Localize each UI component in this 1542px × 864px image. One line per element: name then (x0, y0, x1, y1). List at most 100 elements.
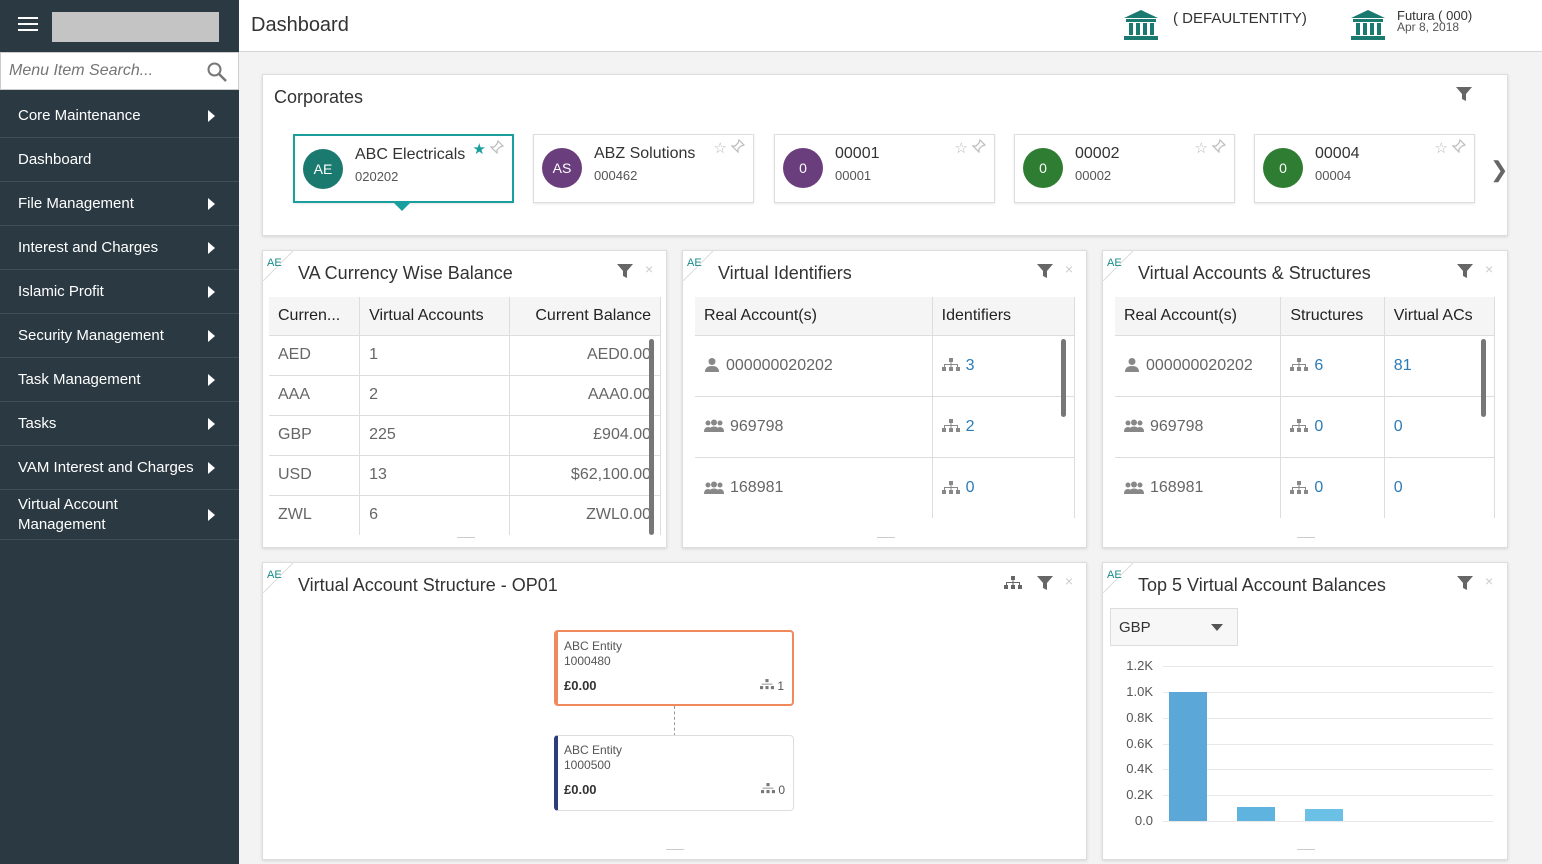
person-icon (705, 358, 719, 373)
next-arrow-icon[interactable]: ❯ (1490, 157, 1509, 182)
table-row[interactable]: 000000020202 3 (695, 334, 1076, 396)
close-icon[interactable]: × (1485, 573, 1494, 589)
caret-right-icon (208, 197, 215, 210)
structures-count-link[interactable]: 6 (1314, 356, 1324, 374)
identifiers-count-link[interactable]: 0 (965, 478, 975, 496)
structure-node[interactable]: ABC Entity 1000480 £0.00 1 (554, 630, 794, 706)
close-icon[interactable]: × (1485, 261, 1494, 277)
currency-select[interactable]: GBP (1110, 608, 1238, 646)
scrollbar[interactable] (1481, 339, 1486, 417)
entity-label[interactable]: ( DEFAULTENTITY) (1173, 10, 1307, 27)
star-icon[interactable]: ★ (472, 141, 486, 158)
sidebar-item-islamic-profit[interactable]: Islamic Profit (0, 270, 239, 314)
pin-icon[interactable] (730, 138, 746, 157)
resize-grip[interactable] (666, 849, 684, 850)
caret-right-icon (208, 329, 215, 342)
chart-bar[interactable] (1169, 691, 1207, 821)
chart-bar[interactable] (1305, 809, 1343, 821)
table-row[interactable]: 168981 0 0 (1115, 456, 1496, 518)
identifiers-count-link[interactable]: 3 (965, 356, 975, 374)
pin-icon[interactable] (971, 138, 987, 157)
scrollbar[interactable] (1061, 339, 1066, 417)
table-row[interactable]: GBP 225 £904.00 (269, 414, 662, 455)
column-header[interactable]: Virtual Accounts (359, 297, 510, 335)
chart-bar[interactable] (1237, 806, 1275, 821)
search-icon[interactable] (206, 61, 228, 83)
resize-grip[interactable] (1297, 849, 1315, 850)
star-icon[interactable]: ☆ (954, 140, 968, 157)
widget-badge: AE (267, 569, 282, 581)
column-header[interactable]: Structures (1280, 297, 1385, 335)
sidebar-item-dashboard[interactable]: Dashboard (0, 138, 239, 182)
star-icon[interactable]: ☆ (713, 140, 727, 157)
column-header[interactable]: Virtual ACs (1384, 297, 1496, 335)
node-balance: £0.00 (564, 678, 597, 693)
close-icon[interactable]: × (645, 261, 654, 277)
menu-search-input[interactable] (1, 53, 191, 89)
column-header[interactable]: Identifiers (932, 297, 1076, 335)
sidebar-item-virtual-account-management[interactable]: Virtual Account Management (0, 490, 239, 540)
table-row[interactable]: 000000020202 6 81 (1115, 334, 1496, 396)
sidebar-item-file-management[interactable]: File Management (0, 182, 239, 226)
structures-count-link[interactable]: 0 (1314, 417, 1324, 435)
structure-node[interactable]: ABC Entity 1000500 £0.00 0 (554, 735, 794, 811)
sidebar-item-interest-and-charges[interactable]: Interest and Charges (0, 226, 239, 270)
corporate-card[interactable]: 0 00001 00001 ☆ (774, 134, 995, 203)
star-icon[interactable]: ☆ (1194, 140, 1208, 157)
table-row[interactable]: AED 1 AED0.00 (269, 334, 662, 375)
filter-icon[interactable] (1456, 86, 1472, 102)
hierarchy-icon[interactable] (1004, 575, 1022, 591)
sidebar-item-tasks[interactable]: Tasks (0, 402, 239, 446)
filter-icon[interactable] (1457, 263, 1473, 279)
column-header[interactable]: Curren... (269, 297, 361, 335)
sidebar-item-label: File Management (18, 195, 134, 212)
pin-icon[interactable] (1211, 138, 1227, 157)
table-row[interactable]: 969798 2 (695, 395, 1076, 457)
sidebar-item-label: Islamic Profit (18, 283, 104, 300)
sidebar-item-task-management[interactable]: Task Management (0, 358, 239, 402)
table-row[interactable]: ZWL 6 ZWL0.00 (269, 494, 662, 535)
table-row[interactable]: 969798 0 0 (1115, 395, 1496, 457)
pin-icon[interactable] (489, 139, 505, 158)
hamburger-menu-icon[interactable] (18, 17, 38, 33)
corporate-card[interactable]: AE ABC Electricals 020202 ★ (293, 134, 514, 203)
resize-grip[interactable] (1297, 537, 1315, 538)
corporate-card[interactable]: 0 00002 00002 ☆ (1014, 134, 1235, 203)
sidebar-item-security-management[interactable]: Security Management (0, 314, 239, 358)
real-account-number: 969798 (730, 417, 784, 435)
entity-bank-icon[interactable] (1123, 9, 1159, 41)
structures-count-link[interactable]: 0 (1314, 478, 1324, 496)
column-header[interactable]: Current Balance (509, 297, 662, 335)
star-icon[interactable]: ☆ (1434, 140, 1448, 157)
filter-icon[interactable] (1037, 263, 1053, 279)
sidebar-item-core-maintenance[interactable]: Core Maintenance (0, 94, 239, 138)
user-name[interactable]: Futura ( 000) (1397, 8, 1473, 23)
virtual-acs-count-link[interactable]: 81 (1393, 356, 1412, 374)
table-row[interactable]: USD 13 $62,100.00 (269, 454, 662, 495)
resize-grip[interactable] (877, 537, 895, 538)
gridline (1163, 691, 1493, 693)
filter-icon[interactable] (1037, 575, 1053, 591)
sidebar-item-label: Dashboard (18, 151, 92, 168)
filter-icon[interactable] (617, 263, 633, 279)
close-icon[interactable]: × (1065, 573, 1074, 589)
corporate-card[interactable]: AS ABZ Solutions 000462 ☆ (533, 134, 754, 203)
column-header[interactable]: Real Account(s) (695, 297, 933, 335)
table-row[interactable]: AAA 2 AAA0.00 (269, 374, 662, 415)
table-cell: 2 (359, 374, 510, 415)
column-header[interactable]: Real Account(s) (1115, 297, 1282, 335)
user-bank-icon[interactable] (1350, 9, 1386, 41)
sidebar-item-vam-interest-and-charges[interactable]: VAM Interest and Charges (0, 446, 239, 490)
corporate-card[interactable]: 0 00004 00004 ☆ (1254, 134, 1475, 203)
scrollbar[interactable] (649, 339, 654, 535)
virtual-acs-count-link[interactable]: 0 (1393, 478, 1403, 496)
close-icon[interactable]: × (1065, 261, 1074, 277)
filter-icon[interactable] (1457, 575, 1473, 591)
pin-icon[interactable] (1451, 138, 1467, 157)
node-balance: £0.00 (564, 782, 597, 797)
resize-grip[interactable] (457, 537, 475, 538)
widget-corner-badge (263, 563, 293, 593)
table-row[interactable]: 168981 0 (695, 456, 1076, 518)
identifiers-count-link[interactable]: 2 (965, 417, 975, 435)
virtual-acs-count-link[interactable]: 0 (1393, 417, 1403, 435)
